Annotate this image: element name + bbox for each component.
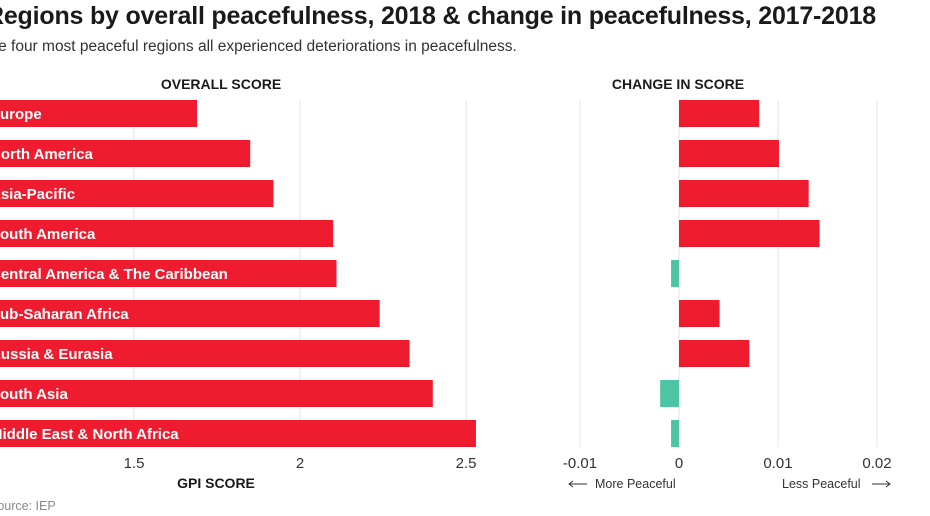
gpi-score-axis-label: GPI SCORE: [177, 475, 255, 491]
change-tick-label: 0: [675, 455, 683, 472]
overall-tick-label: 1.5: [124, 455, 145, 472]
overall-bar-central-america-the-caribbean: [0, 260, 337, 287]
more-peaceful-label: More Peaceful: [595, 477, 676, 491]
change-bar-north-america: [679, 140, 779, 167]
overall-score-title: OVERALL SCORE: [161, 76, 281, 92]
change-bar-asia-pacific: [679, 180, 809, 207]
more-peaceful-note: More Peaceful: [568, 477, 676, 491]
page-title: Regions by overall peacefulness, 2018 & …: [0, 2, 876, 30]
overall-bar-sub-saharan-africa: [0, 300, 380, 327]
change-bar-south-asia: [660, 380, 679, 407]
change-tick-label: 0.02: [862, 455, 891, 472]
less-peaceful-label: Less Peaceful: [782, 477, 861, 491]
change-ticks: -0.01 0 0.01 0.02: [563, 455, 892, 472]
change-bars: [660, 100, 820, 447]
right-arrow-head-icon: [885, 480, 891, 488]
change-tick-label: 0.01: [763, 455, 792, 472]
region-label-north-america: North America: [0, 146, 93, 163]
overall-bar-north-america: [0, 140, 251, 167]
left-arrow-head-icon: [568, 480, 574, 488]
overall-tick-label: 2.5: [456, 455, 477, 472]
region-label-south-asia: South Asia: [0, 386, 68, 403]
region-label-middle-east-north-africa: Middle East & North Africa: [0, 426, 179, 443]
region-label-asia-pacific: Asia-Pacific: [0, 186, 75, 203]
change-bar-sub-saharan-africa: [679, 300, 720, 327]
change-bar-middle-east-north-africa: [671, 420, 679, 447]
region-label-central-america-the-caribbean: Central America & The Caribbean: [0, 266, 228, 283]
change-bar-central-america-the-caribbean: [671, 260, 679, 287]
overall-tick-label: 2: [296, 455, 304, 472]
overall-ticks: 1.5 2 2.5: [124, 455, 477, 472]
overall-bar-south-america: [0, 220, 334, 247]
change-bar-south-america: [679, 220, 820, 247]
region-label-sub-saharan-africa: Sub-Saharan Africa: [0, 306, 129, 323]
overall-bar-south-asia: [0, 380, 433, 407]
change-bar-europe: [679, 100, 760, 127]
region-label-russia-eurasia: Russia & Eurasia: [0, 346, 113, 363]
change-score-title: CHANGE IN SCORE: [612, 76, 744, 92]
region-label-south-america: South America: [0, 226, 96, 243]
overall-bar-europe: [0, 100, 198, 127]
overall-bar-russia-eurasia: [0, 340, 410, 367]
page-subtitle: The four most peaceful regions all exper…: [0, 38, 517, 55]
change-tick-label: -0.01: [563, 455, 597, 472]
change-bar-russia-eurasia: [679, 340, 750, 367]
less-peaceful-note: Less Peaceful: [782, 477, 891, 491]
overall-bar-middle-east-north-africa: [0, 420, 476, 447]
overall-bar-asia-pacific: [0, 180, 274, 207]
source-note: Source: IEP: [0, 499, 56, 513]
